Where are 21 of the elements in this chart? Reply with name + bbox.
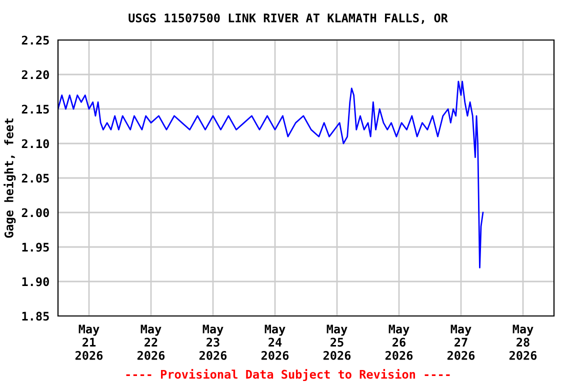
text: ---- Provisional Data Subject to Revision ---- <box>126 368 450 382</box>
y-tick-label: 2.05 <box>22 174 49 183</box>
y-tick-label: 2.15 <box>22 104 49 114</box>
x-tick-label: May 21 2026 <box>75 324 103 360</box>
y-tick-label: 2.25 <box>22 36 49 45</box>
y-tick-label: 2.20 <box>22 70 49 80</box>
x-tick-label: May 24 2026 <box>261 324 289 360</box>
y-axis-title: Gage height, feet <box>4 118 16 238</box>
y-tick-label: 1.85 <box>22 312 49 321</box>
x-tick-label: May 25 2026 <box>323 324 351 360</box>
y-tick-label: 1.95 <box>22 242 49 252</box>
x-tick-label: May 22 2026 <box>137 324 165 360</box>
y-tick-label: 2.10 <box>22 139 49 148</box>
y-tick-label: 1.90 <box>22 277 49 286</box>
x-tick-label: May 26 2026 <box>385 324 413 360</box>
x-tick-label: May 23 2026 <box>199 324 227 360</box>
chart-title: USGS 11507500 LINK RIVER AT KLAMATH FALLS, OR <box>128 13 448 24</box>
line-series <box>58 80 484 268</box>
x-tick-label: May 27 2026 <box>447 324 475 360</box>
y-tick-label: 2.00 <box>22 208 49 218</box>
x-tick-label: May 28 2026 <box>509 324 537 360</box>
